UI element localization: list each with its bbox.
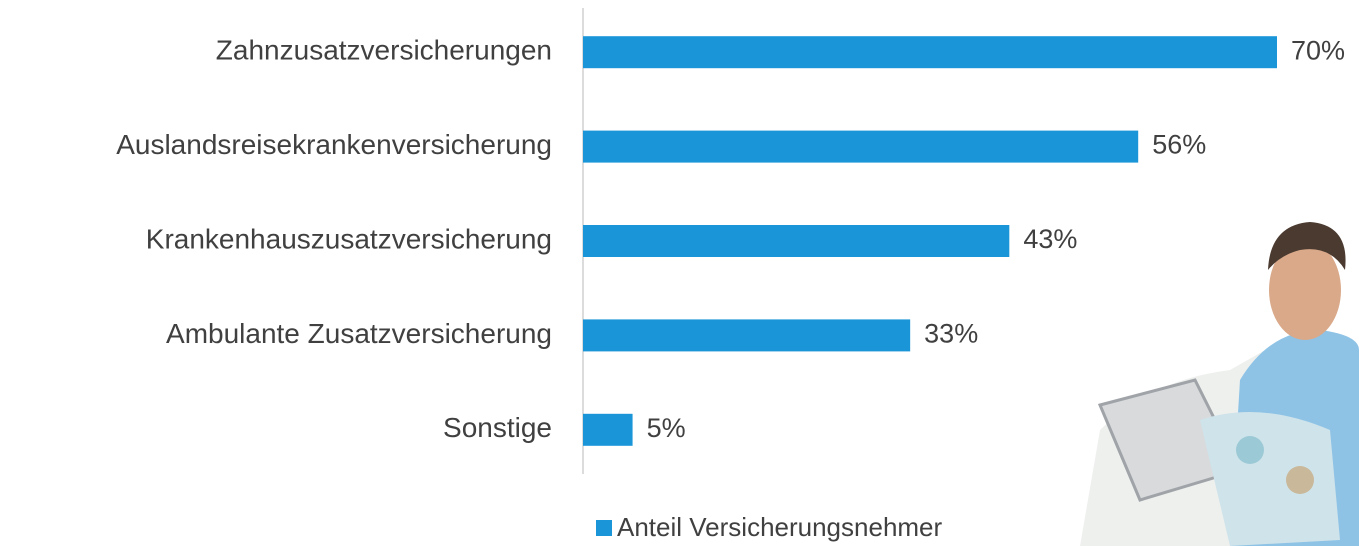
category-label: Ambulante Zusatzversicherung: [166, 318, 552, 349]
value-label: 33%: [924, 319, 978, 349]
category-label: Krankenhauszusatzversicherung: [146, 223, 552, 254]
value-label: 43%: [1023, 224, 1077, 254]
bar: [583, 414, 633, 446]
legend-label: Anteil Versicherungsnehmer: [617, 512, 943, 542]
value-label: 56%: [1152, 130, 1206, 160]
category-label: Sonstige: [443, 412, 552, 443]
value-label: 70%: [1291, 35, 1345, 65]
dot: [1236, 436, 1264, 464]
bar: [583, 36, 1277, 68]
category-label: Auslandsreisekrankenversicherung: [116, 129, 552, 160]
category-label: Zahnzusatzversicherungen: [216, 35, 552, 66]
photo: [1080, 222, 1359, 546]
legend-swatch: [596, 520, 612, 536]
bar: [583, 131, 1138, 163]
value-label: 5%: [647, 413, 686, 443]
bar: [583, 225, 1009, 257]
dot: [1286, 466, 1314, 494]
page: {"chart_data": {"type": "bar", "orientat…: [0, 0, 1359, 546]
chart: Zahnzusatzversicherungen Auslandsreisekra…: [0, 0, 1359, 546]
bar: [583, 319, 910, 351]
